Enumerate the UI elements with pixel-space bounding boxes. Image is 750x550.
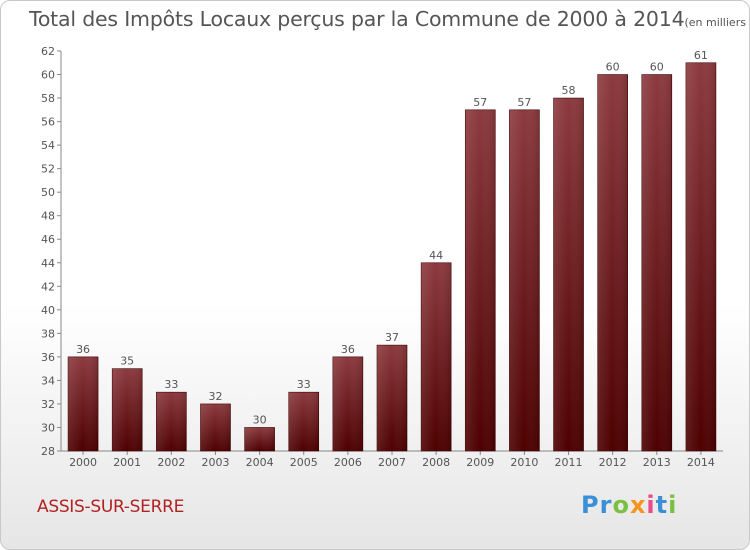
x-tick-label: 2009 <box>466 456 494 469</box>
y-tick-label: 28 <box>41 445 55 458</box>
y-tick-label: 44 <box>41 257 55 270</box>
y-tick-label: 62 <box>41 45 55 58</box>
bar-shade-2014 <box>685 62 716 451</box>
data-label-2006: 36 <box>341 343 355 356</box>
y-tick-label: 30 <box>41 421 55 434</box>
x-tick-label: 2006 <box>334 456 362 469</box>
bar-shade-2006 <box>332 356 363 451</box>
bar-shade-2011 <box>553 98 584 451</box>
y-tick-label: 58 <box>41 92 55 105</box>
bar-shade-2008 <box>421 262 452 451</box>
bar-shade-2013 <box>641 74 672 451</box>
x-tick-label: 2005 <box>290 456 318 469</box>
x-tick-label: 2010 <box>510 456 538 469</box>
data-label-2001: 35 <box>120 355 134 368</box>
y-tick-label: 40 <box>41 304 55 317</box>
y-tick-label: 60 <box>41 69 55 82</box>
bars <box>67 62 717 452</box>
title-main: Total des Impôts Locaux perçus par la Co… <box>29 7 685 31</box>
commune-name: ASSIS-SUR-SERRE <box>37 497 185 517</box>
x-tick-label: 2013 <box>643 456 671 469</box>
bar-shade-2001 <box>112 368 143 451</box>
bar-shade-2009 <box>465 109 496 451</box>
x-tick-label: 2002 <box>157 456 185 469</box>
data-labels: 36 35 33 32 30 33 36 37 44 57 57 58 60 60 61 <box>76 49 708 427</box>
y-tick-label: 34 <box>41 374 55 387</box>
proxiti-logo[interactable]: Proxiti <box>581 491 678 519</box>
y-tick-label: 50 <box>41 186 55 199</box>
x-tick-label: 2011 <box>555 456 583 469</box>
bar-shade-2002 <box>156 392 187 451</box>
data-label-2004: 30 <box>253 413 267 426</box>
x-tick-label: 2007 <box>378 456 406 469</box>
data-label-2010: 57 <box>517 96 531 109</box>
data-label-2011: 58 <box>562 84 576 97</box>
bar-shade-2012 <box>597 74 628 451</box>
y-tick-label: 38 <box>41 327 55 340</box>
x-tick-label: 2008 <box>422 456 450 469</box>
bar-shade-2003 <box>200 403 231 451</box>
x-tick-label: 2001 <box>113 456 141 469</box>
y-tick-label: 56 <box>41 116 55 129</box>
axes: 28 30 32 34 36 38 40 42 44 46 48 50 52 54 56 58 60 62 2000… <box>41 45 723 469</box>
bar-shade-2004 <box>244 427 275 451</box>
y-tick-label: 42 <box>41 280 55 293</box>
data-label-2009: 57 <box>473 96 487 109</box>
title-unit: (en milliers d'€) <box>684 16 749 29</box>
bar-shade-2010 <box>509 109 540 451</box>
bar-shade-2000 <box>68 356 99 451</box>
x-tick-label: 2000 <box>69 456 97 469</box>
data-label-2007: 37 <box>385 331 399 344</box>
data-label-2012: 60 <box>606 61 620 74</box>
data-label-2000: 36 <box>76 343 90 356</box>
y-tick-label: 52 <box>41 163 55 176</box>
y-tick-label: 32 <box>41 398 55 411</box>
bar-shade-2005 <box>288 392 319 451</box>
data-label-2013: 60 <box>650 61 664 74</box>
x-tick-label: 2012 <box>599 456 627 469</box>
y-tick-label: 48 <box>41 210 55 223</box>
y-tick-label: 46 <box>41 233 55 246</box>
x-tick-label: 2004 <box>246 456 274 469</box>
y-tick-label: 36 <box>41 351 55 364</box>
data-label-2003: 32 <box>208 390 222 403</box>
data-label-2014: 61 <box>694 49 708 62</box>
data-label-2002: 33 <box>164 378 178 391</box>
chart-title: Total des Impôts Locaux perçus par la Co… <box>29 7 749 31</box>
data-label-2005: 33 <box>297 378 311 391</box>
bar-shade-2007 <box>377 345 407 451</box>
y-tick-label: 54 <box>41 139 55 152</box>
x-tick-label: 2014 <box>687 456 715 469</box>
x-tick-label: 2003 <box>201 456 229 469</box>
data-label-2008: 44 <box>429 249 443 262</box>
